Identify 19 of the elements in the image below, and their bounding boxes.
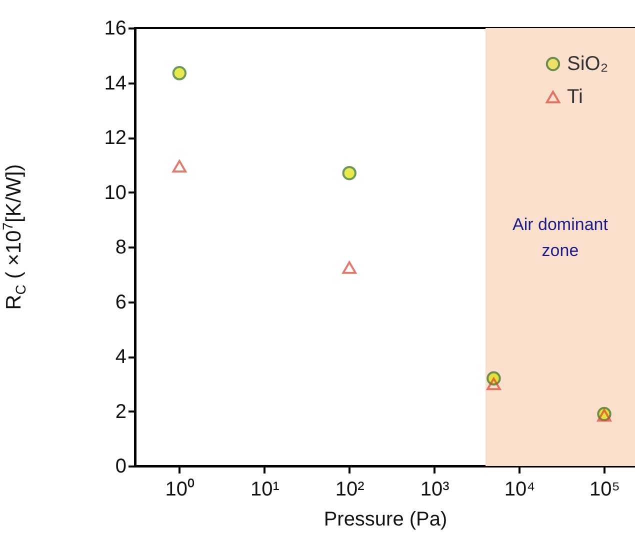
y-tick-label: 8 xyxy=(115,236,126,258)
y-tick-label: 12 xyxy=(104,127,126,149)
y-tick-label: 16 xyxy=(104,18,126,40)
y-tick-label: 0 xyxy=(115,456,126,478)
band-label: Air dominant zone xyxy=(512,215,608,260)
x-tick-label: 10² xyxy=(335,478,365,500)
y-tick-label: 6 xyxy=(115,291,126,314)
y-tick-label: 2 xyxy=(115,400,126,423)
x-axis-title: Pressure (Pa) xyxy=(324,508,448,530)
y-tick-label: 10 xyxy=(104,182,126,204)
y-tick-label: 4 xyxy=(115,346,126,368)
legend-label: SiO₂ xyxy=(567,53,608,75)
x-tick-label: 10¹ xyxy=(250,478,280,500)
x-tick-label: 10⁰ xyxy=(165,478,195,500)
x-tick-label: 10³ xyxy=(420,478,450,500)
x-tick-label: 10⁴ xyxy=(504,478,536,500)
x-tick-label: 10⁵ xyxy=(589,478,620,500)
legend-label: Ti xyxy=(567,86,583,108)
y-tick-label: 14 xyxy=(104,72,126,94)
